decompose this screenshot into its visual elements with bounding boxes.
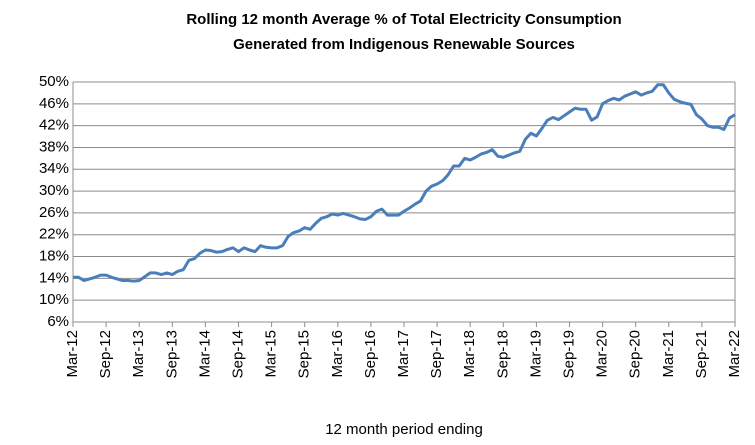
y-tick-label: 22% [39, 226, 69, 243]
y-tick-label: 14% [39, 269, 69, 286]
x-tick-label: Sep-13 [163, 330, 180, 378]
x-tick-label: Sep-20 [627, 330, 644, 378]
chart-title: Rolling 12 month Average % of Total Elec… [186, 11, 621, 28]
y-tick-label: 18% [39, 248, 69, 265]
x-tick-label: Mar-22 [726, 330, 743, 378]
data-line [73, 83, 736, 283]
x-tick-label: Mar-19 [527, 330, 544, 378]
y-tick-label: 26% [39, 204, 69, 221]
x-tick-label: Mar-21 [660, 330, 677, 378]
x-tick-label: Sep-12 [97, 330, 114, 378]
x-tick-label: Sep-14 [229, 330, 246, 378]
x-tick-label: Sep-18 [494, 330, 511, 378]
x-tick-label: Mar-14 [196, 330, 213, 378]
y-tick-label: 50% [39, 73, 69, 90]
y-tick-label: 34% [39, 160, 69, 177]
x-tick-label: Sep-17 [428, 330, 445, 378]
y-tick-label: 10% [39, 291, 69, 308]
x-tick-label: Mar-17 [395, 330, 412, 378]
x-tick-label: Sep-16 [362, 330, 379, 378]
y-tick-label: 38% [39, 138, 69, 155]
y-tick-label: 30% [39, 182, 69, 199]
y-tick-label: 6% [47, 313, 69, 330]
x-tick-label: Mar-18 [461, 330, 478, 378]
x-axis-label: 12 month period ending [325, 421, 483, 438]
x-tick-label: Mar-13 [130, 330, 147, 378]
x-tick-label: Mar-16 [329, 330, 346, 378]
x-tick-label: Mar-15 [263, 330, 280, 378]
x-tick-label: Sep-21 [693, 330, 710, 378]
x-tick-label: Sep-19 [560, 330, 577, 378]
y-tick-label: 46% [39, 95, 69, 112]
x-tick-label: Sep-15 [296, 330, 313, 378]
x-tick-label: Mar-20 [594, 330, 611, 378]
x-tick-label: Mar-12 [64, 330, 81, 378]
chart-title: Generated from Indigenous Renewable Sour… [233, 36, 575, 53]
y-tick-label: 42% [39, 117, 69, 134]
